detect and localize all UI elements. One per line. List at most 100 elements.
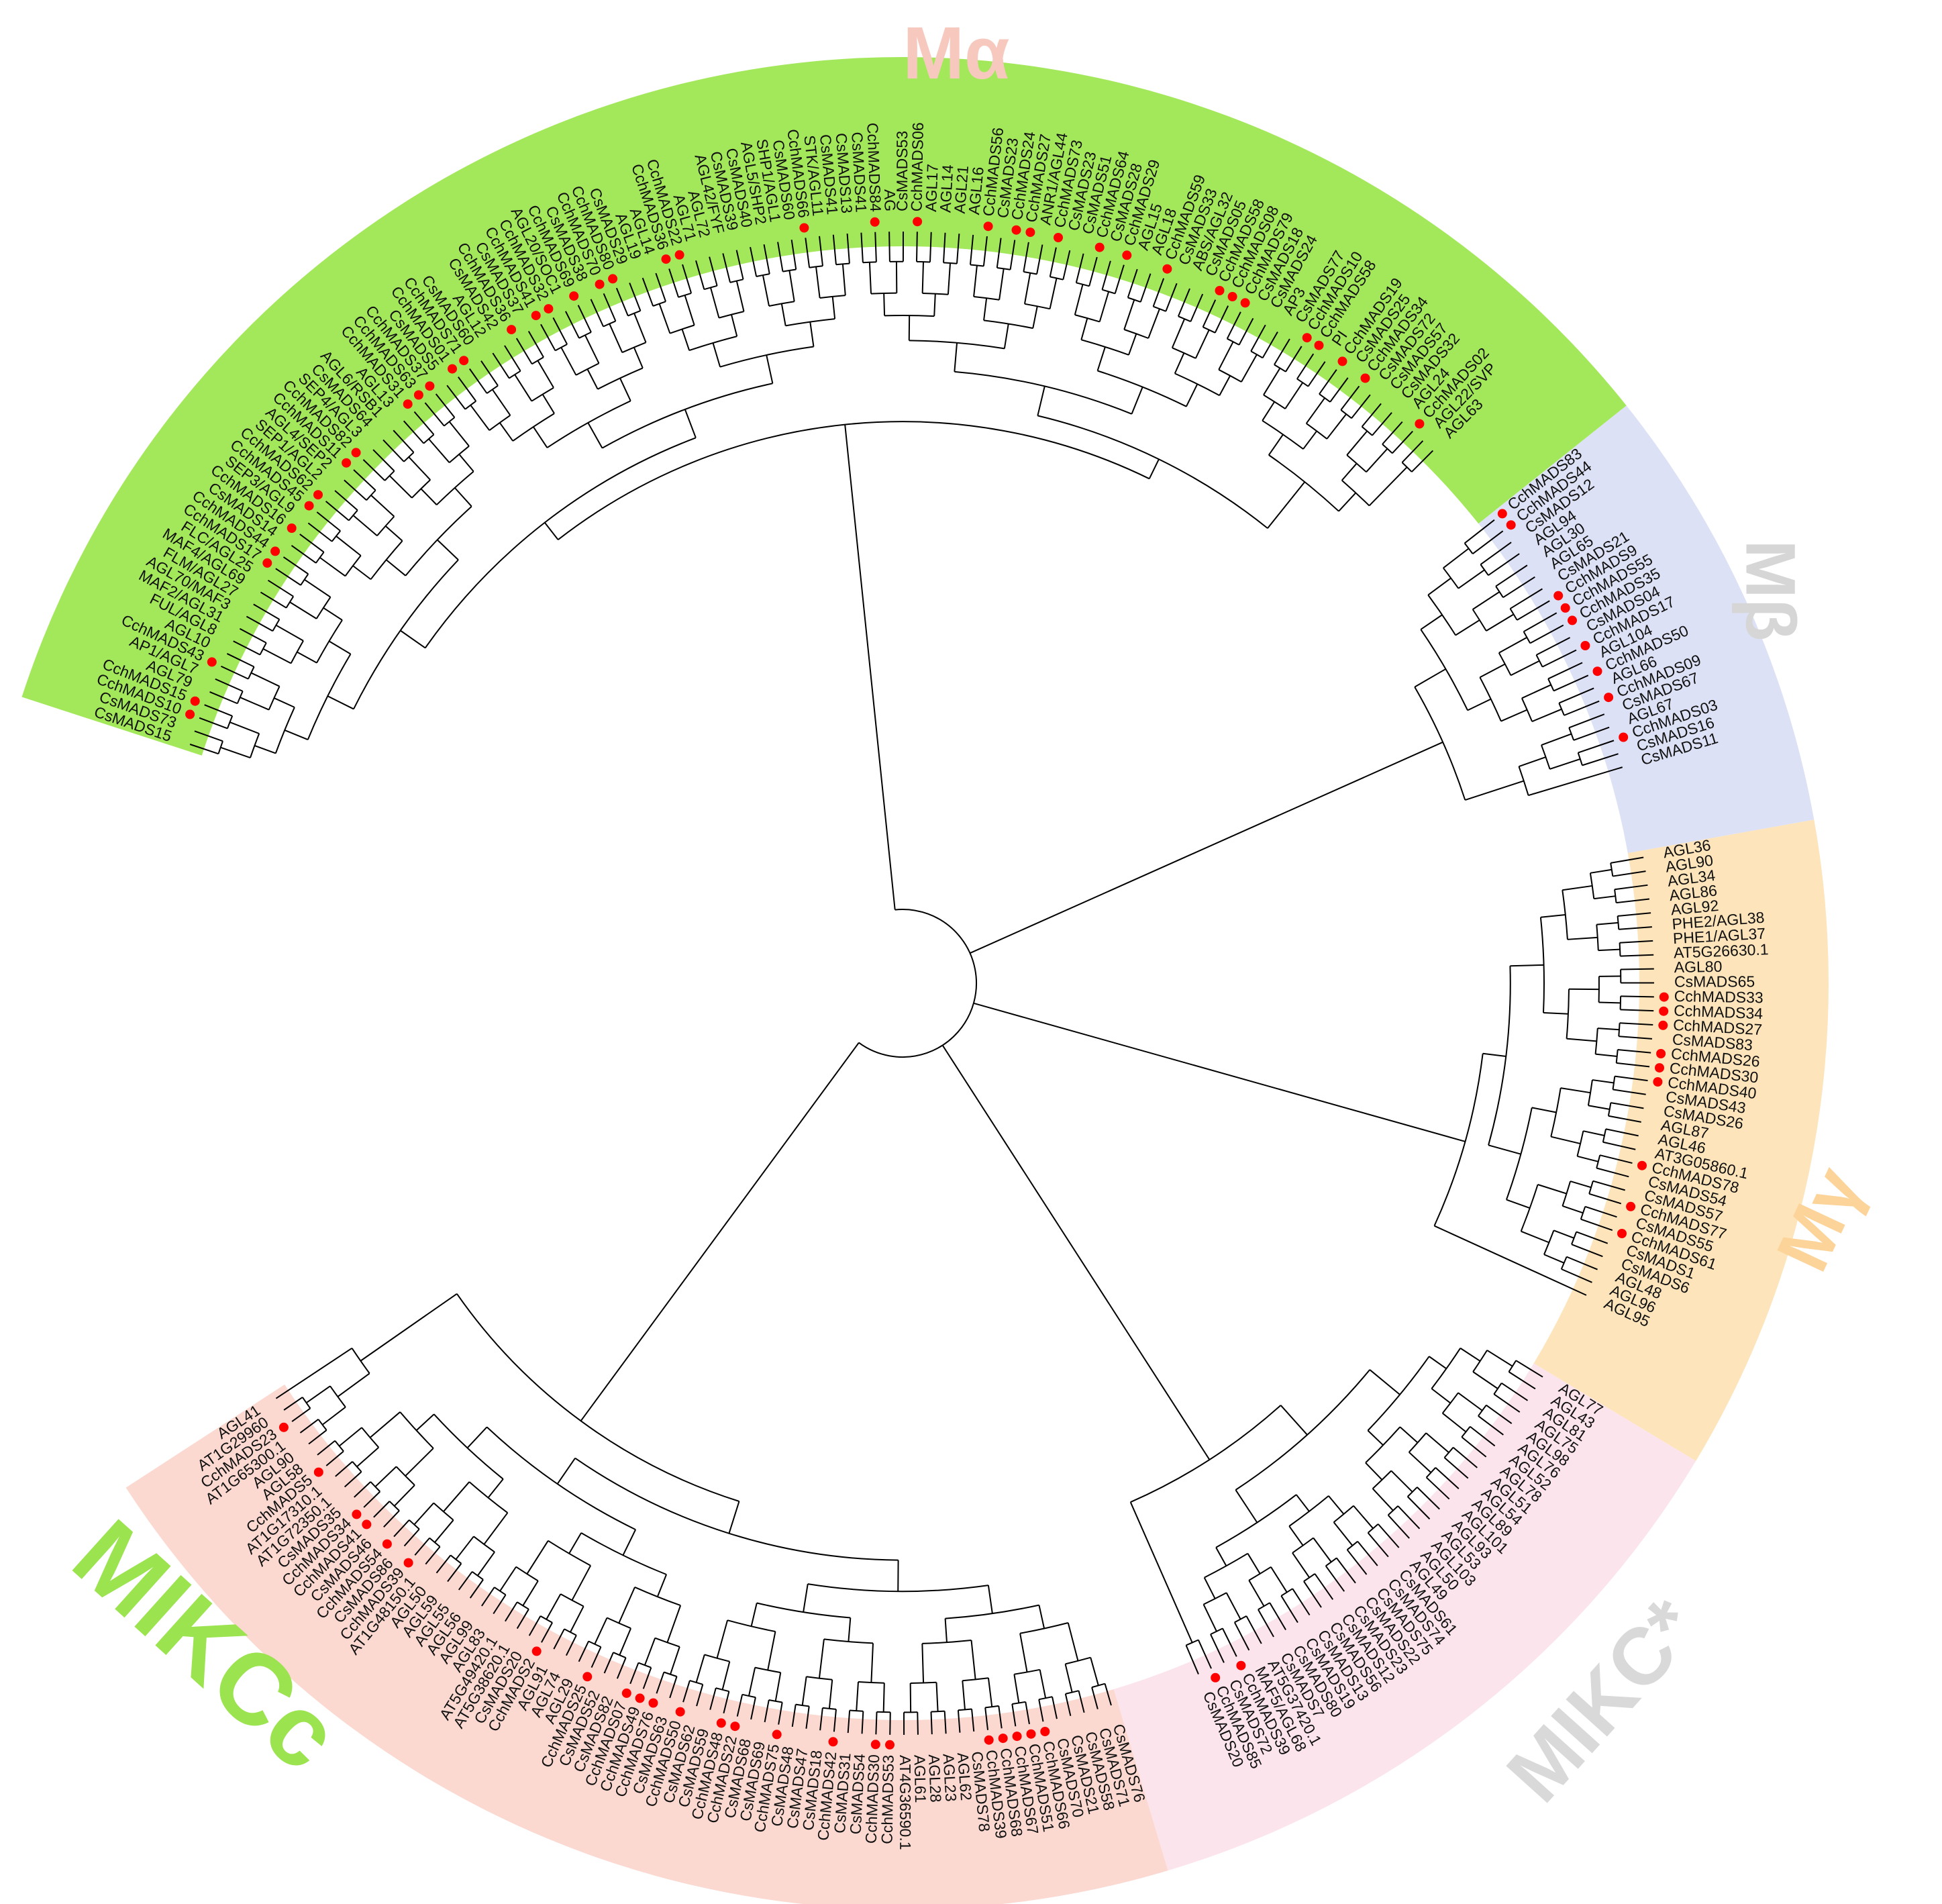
marker-dot (207, 657, 217, 667)
branch (338, 1427, 362, 1447)
branch (1578, 740, 1615, 754)
branch (1268, 454, 1339, 512)
branch (1568, 713, 1605, 729)
branch (464, 400, 476, 410)
branch (1210, 1627, 1223, 1636)
branch (540, 1615, 553, 1623)
branch (1247, 1553, 1261, 1574)
branch (356, 1446, 379, 1468)
branch (299, 534, 325, 553)
leaf-label: CsMADS54 (847, 1753, 868, 1835)
branch (1470, 1425, 1496, 1447)
branch (1203, 1577, 1216, 1599)
branch (1307, 361, 1326, 387)
branch (715, 1687, 729, 1693)
clade-band-ma (125, 1385, 1168, 1904)
branch (1583, 1130, 1605, 1137)
branch (1596, 1167, 1629, 1178)
branch (921, 1643, 925, 1683)
branch (335, 1461, 353, 1477)
branch (317, 1440, 336, 1456)
clade-band-mg (1533, 819, 1829, 1461)
marker-dot (716, 1718, 726, 1728)
branch (1562, 890, 1568, 940)
leaf-label: CchMADS84 (864, 122, 884, 212)
branch (682, 1680, 691, 1703)
branch (1037, 386, 1045, 416)
branch (1620, 1009, 1654, 1012)
branch (240, 697, 270, 711)
branch (1368, 466, 1408, 507)
branch (493, 1594, 507, 1615)
branch (362, 459, 386, 481)
branch (1038, 1699, 1044, 1722)
branch (1365, 1462, 1383, 1481)
branch (458, 1571, 473, 1591)
branch (316, 511, 341, 532)
leaf-label: CchMADS34 (1674, 1001, 1764, 1022)
branch (522, 1580, 539, 1606)
branch (618, 1587, 635, 1623)
branch (1114, 264, 1125, 294)
branch (1472, 609, 1487, 632)
branch (586, 368, 599, 390)
branch (275, 624, 304, 642)
branch (1023, 242, 1029, 272)
branch (1269, 1602, 1286, 1630)
branch (363, 1491, 380, 1508)
branch (1420, 614, 1443, 630)
branch (1547, 662, 1583, 680)
marker-dot (262, 558, 272, 568)
branch (1592, 1180, 1625, 1191)
branch (570, 1605, 584, 1633)
marker-dot (313, 1467, 323, 1477)
branch (1369, 1369, 1400, 1395)
leaf-label: AGL21 (951, 165, 972, 214)
branch (1553, 674, 1589, 692)
branch (578, 332, 592, 339)
branch (947, 262, 952, 295)
branch (782, 268, 797, 272)
branch (668, 268, 679, 298)
branch (823, 1638, 874, 1644)
marker-dot (1026, 1729, 1036, 1739)
branch (973, 265, 978, 297)
clade-bands (21, 56, 1829, 1904)
branch (575, 362, 599, 376)
branch (1399, 1426, 1419, 1444)
branch (832, 234, 837, 265)
branch (957, 1710, 961, 1733)
branch (1509, 588, 1543, 609)
marker-dot (772, 1730, 782, 1740)
branch (489, 414, 511, 432)
branch (565, 1635, 577, 1656)
branch (1153, 305, 1166, 312)
branch (531, 356, 544, 365)
branch (1098, 291, 1110, 322)
branch (790, 240, 797, 270)
branch (336, 536, 362, 556)
branch (962, 1677, 989, 1682)
branch (1460, 1347, 1481, 1362)
marker-dot (870, 217, 880, 227)
branch (1531, 1107, 1557, 1113)
marker-dot (1415, 419, 1425, 429)
branch (528, 1615, 542, 1636)
branch (1488, 1144, 1521, 1155)
branch (1616, 898, 1650, 904)
branch (1619, 1022, 1653, 1026)
branch (1372, 1488, 1394, 1511)
marker-dot (1619, 732, 1629, 742)
branch (580, 1042, 860, 1421)
branch (1562, 1205, 1584, 1214)
marker-dot (661, 254, 671, 264)
branch (403, 1528, 420, 1547)
branch (1302, 430, 1317, 450)
branch (642, 1667, 652, 1689)
branch (1049, 247, 1057, 277)
branch (1536, 637, 1571, 656)
branch (1262, 419, 1304, 450)
branch (833, 1709, 837, 1732)
branch (414, 1537, 430, 1556)
branch (943, 262, 958, 264)
